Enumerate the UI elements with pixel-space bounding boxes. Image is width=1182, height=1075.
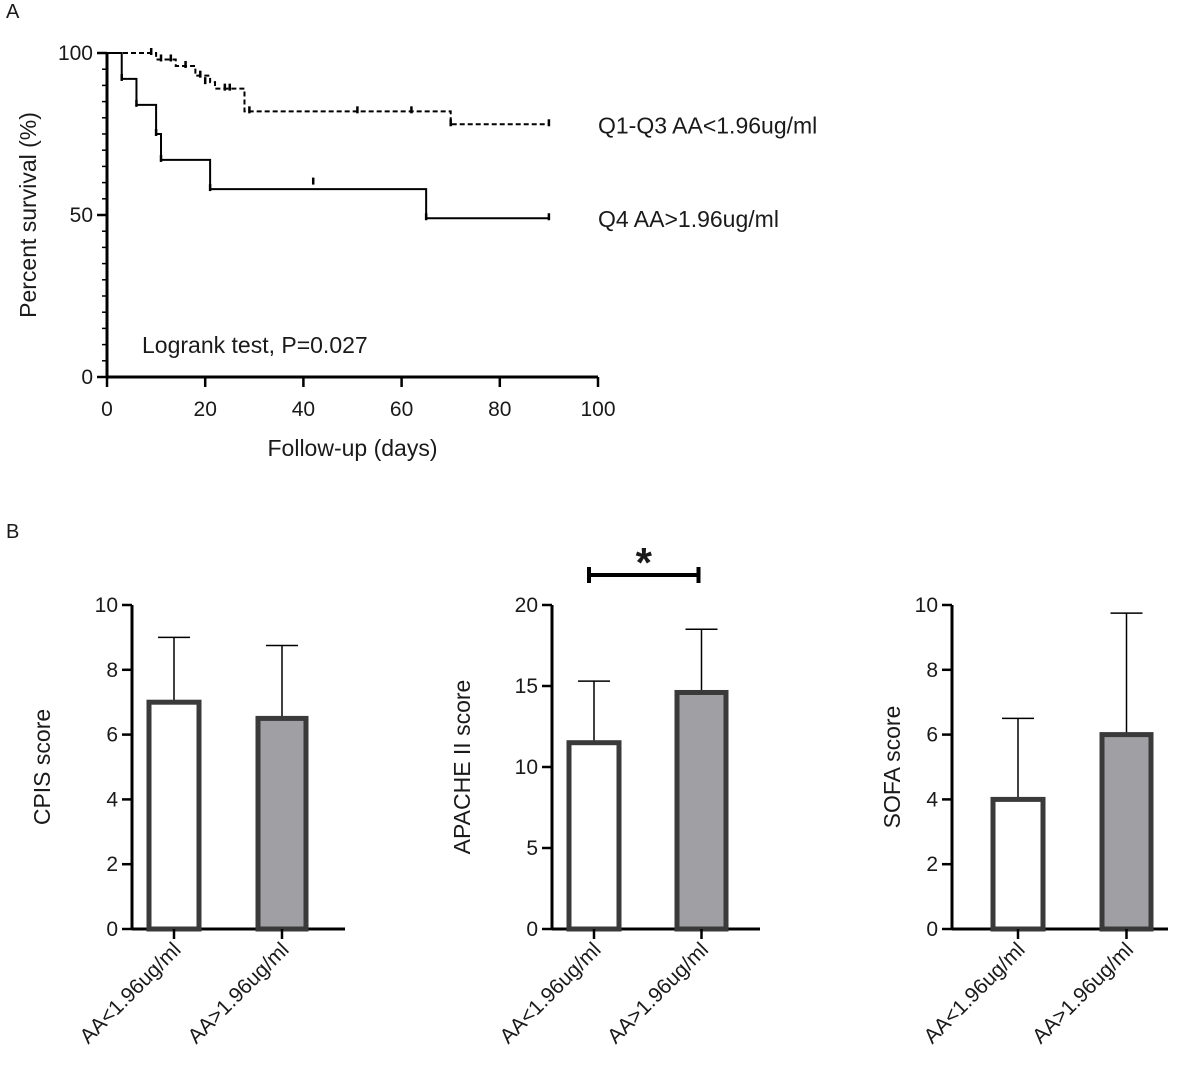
x-tick-label: 40 <box>292 398 315 421</box>
y-tick-label: 6 <box>106 724 118 747</box>
y-tick-label: 0 <box>106 918 118 941</box>
y-axis-title: APACHE II score <box>449 680 475 855</box>
y-tick-label: 50 <box>70 204 93 227</box>
x-tick-label: AA>1.96ug/ml <box>1028 938 1138 1048</box>
y-tick-label: 4 <box>106 788 118 811</box>
x-tick-label: AA>1.96ug/ml <box>184 938 294 1048</box>
x-tick-label: AA<1.96ug/ml <box>76 938 186 1048</box>
y-tick-label: 10 <box>915 594 938 617</box>
y-axis-title: SOFA score <box>879 706 905 829</box>
y-tick-label: 6 <box>926 724 938 747</box>
y-tick-label: 5 <box>526 837 538 860</box>
logrank-annotation: Logrank test, P=0.027 <box>142 332 368 358</box>
survival-chart: 0 50 100 0 20 40 60 80 100 Follow-up (days) Percen… <box>15 42 817 461</box>
bar-high-aa <box>255 715 309 932</box>
series-line-q4 <box>107 52 549 220</box>
cpis-bar-chart: 0 2 4 6 8 10 CPIS score AA<1.96ug/mlAA>1.96ug/m… <box>29 594 345 1048</box>
x-tick-label: 80 <box>488 398 511 421</box>
series-label: Q4 AA>1.96ug/ml <box>598 206 779 232</box>
sofa-bar-chart: 0 2 4 6 8 10 SOFA score AA<1.96ug/mlAA>1.96ug/m… <box>879 594 1168 1048</box>
bar-low-aa <box>566 740 622 932</box>
y-tick-label: 100 <box>58 42 93 65</box>
bar-high-aa <box>1099 732 1154 932</box>
y-tick-label: 4 <box>926 788 938 811</box>
x-axis-title: Follow-up (days) <box>268 435 438 461</box>
y-tick-label: 0 <box>526 918 538 941</box>
bar-low-aa <box>146 699 202 932</box>
apache-bar-chart: 0 5 10 15 20 APACHE II score AA<1.96ug/mlAA>1.… <box>449 539 760 1048</box>
x-tick-label: 100 <box>580 398 615 421</box>
panel-a-label: A <box>6 1 20 23</box>
bar-high-aa <box>674 689 729 932</box>
y-tick-label: 0 <box>81 366 93 389</box>
x-tick-label: AA<1.96ug/ml <box>920 938 1030 1048</box>
y-tick-label: 15 <box>515 675 538 698</box>
x-tick-label: 20 <box>194 398 217 421</box>
y-tick-label: 8 <box>926 659 938 682</box>
series-label: Q1-Q3 AA<1.96ug/ml <box>598 112 817 138</box>
y-tick-label: 2 <box>926 853 938 876</box>
y-axis-title: Percent survival (%) <box>15 112 41 318</box>
significance-star: * <box>636 539 653 586</box>
y-tick-label: 10 <box>95 594 118 617</box>
x-tick-label: AA<1.96ug/ml <box>496 938 606 1048</box>
y-tick-label: 8 <box>106 659 118 682</box>
x-tick-label: 60 <box>390 398 413 421</box>
x-tick-label: 0 <box>101 398 113 421</box>
y-tick-label: 2 <box>106 853 118 876</box>
panel-b-label: B <box>6 521 19 543</box>
y-tick-label: 10 <box>515 756 538 779</box>
y-axis-title: CPIS score <box>29 709 55 825</box>
y-tick-label: 20 <box>515 594 538 617</box>
series-line-q1-q3 <box>107 52 549 126</box>
x-tick-label: AA>1.96ug/ml <box>603 938 713 1048</box>
bar-low-aa <box>990 796 1046 932</box>
y-tick-label: 0 <box>926 918 938 941</box>
